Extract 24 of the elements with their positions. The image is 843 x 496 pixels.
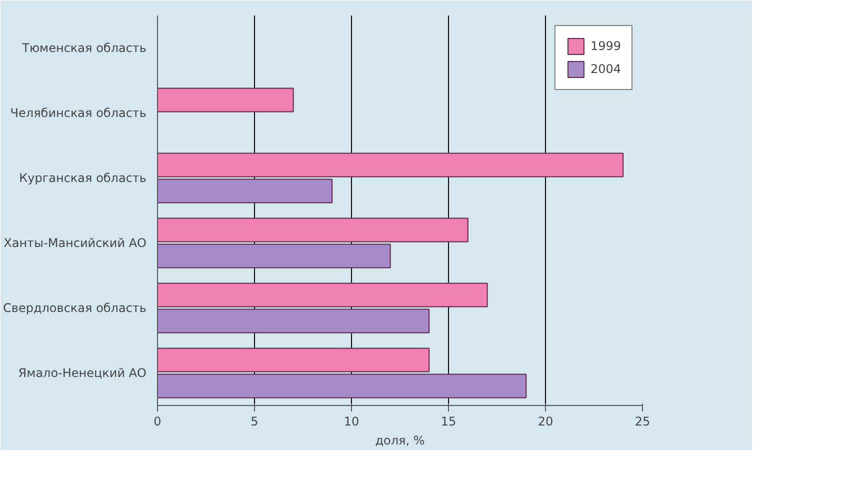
bar	[158, 88, 294, 112]
bar	[158, 374, 527, 398]
y-tick-label: Свердловская область	[3, 301, 147, 315]
bar	[158, 152, 624, 178]
y-tick-label: Челябинская область	[10, 106, 146, 120]
bar	[158, 218, 468, 242]
y-tick-label: Курганская область	[19, 171, 147, 185]
x-tick-label: 10	[344, 414, 360, 428]
x-tick-label: 0	[154, 414, 162, 428]
y-tick-label: Ямало-Ненецкий АО	[18, 366, 146, 380]
x-tick-label: 25	[634, 414, 650, 428]
bar	[158, 308, 430, 334]
x-axis-title: доля, %	[375, 434, 425, 448]
x-tick-label: 5	[250, 414, 258, 428]
legend-label: 1999	[590, 39, 621, 53]
bar	[158, 244, 391, 268]
legend-label: 2004	[590, 62, 621, 76]
y-tick-label: Ханты-Мансийский АО	[4, 236, 146, 250]
x-tick-label: 15	[440, 414, 456, 428]
bar	[158, 282, 488, 308]
x-tick-label: 20	[538, 414, 554, 428]
y-tick-label: Тюменская область	[21, 41, 147, 55]
bar	[158, 348, 430, 372]
bar	[158, 178, 333, 204]
